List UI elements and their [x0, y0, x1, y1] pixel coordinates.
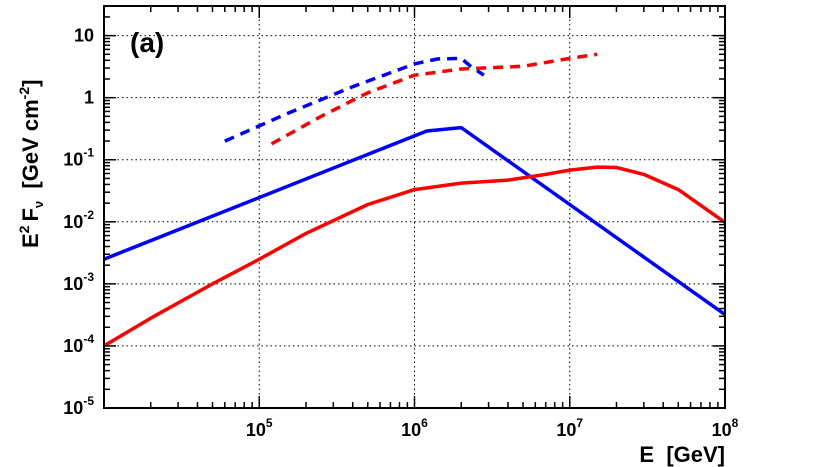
y-title-unit-b: ]	[18, 80, 43, 87]
y-tick-base: 10	[63, 150, 83, 170]
y-tick-label: 1	[84, 88, 94, 108]
y-tick-base: 10	[63, 398, 83, 418]
series-line-blue-solid	[103, 125, 727, 317]
y-tick-base: 10	[63, 336, 83, 356]
series-line-red-dashed	[270, 52, 598, 146]
x-tick-exp: 6	[421, 416, 428, 430]
y-tick-label: 10-3	[63, 270, 94, 294]
y-title-f: F	[18, 208, 43, 221]
y-tick-exp: -4	[83, 332, 94, 346]
y-tick-base: 10	[63, 274, 83, 294]
y-tick-label: 10	[74, 26, 94, 46]
x-axis-title: E [GeV]	[639, 442, 725, 467]
x-tick-base: 10	[556, 420, 576, 440]
y-tick-exp: -5	[83, 394, 94, 408]
series-line-blue-dashed	[224, 56, 485, 143]
y-title-e: E	[18, 233, 43, 248]
panel-label: (a)	[130, 27, 164, 58]
y-tick-exp: -1	[83, 146, 94, 160]
x-tick-base: 10	[401, 420, 421, 440]
x-tick-base: 10	[246, 420, 266, 440]
y-tick-exp: -3	[83, 270, 94, 284]
y-tick-label: 10-2	[63, 208, 94, 232]
series-group	[103, 52, 727, 348]
plot-frame	[103, 5, 726, 409]
y-tick-base: 10	[74, 26, 94, 46]
series-line-red-solid	[103, 165, 727, 348]
y-title-f-sub: ν	[31, 201, 46, 208]
y-tick-label: 10-5	[63, 394, 94, 418]
y-tick-base: 1	[84, 88, 94, 108]
x-tick-base: 10	[712, 420, 732, 440]
x-tick-exp: 8	[732, 416, 739, 430]
x-tick-label: 107	[556, 416, 583, 440]
y-axis-title: E2 Fν [GeV cm-2]	[16, 80, 46, 248]
y-title-e-exp: 2	[16, 225, 32, 233]
x-tick-label: 106	[401, 416, 428, 440]
grid	[104, 6, 725, 408]
y-tick-base: 10	[63, 212, 83, 232]
y-title-unit-exp: -2	[16, 87, 32, 100]
x-tick-label: 105	[246, 416, 273, 440]
x-tick-exp: 5	[266, 416, 273, 430]
y-tick-label: 10-4	[63, 332, 94, 356]
tick-marks	[103, 5, 726, 409]
x-tick-exp: 7	[576, 416, 583, 430]
y-tick-label: 10-1	[63, 146, 94, 170]
y-tick-exp: -2	[83, 208, 94, 222]
y-title-unit-a: [GeV cm	[18, 99, 43, 200]
x-tick-label: 108	[712, 416, 739, 440]
